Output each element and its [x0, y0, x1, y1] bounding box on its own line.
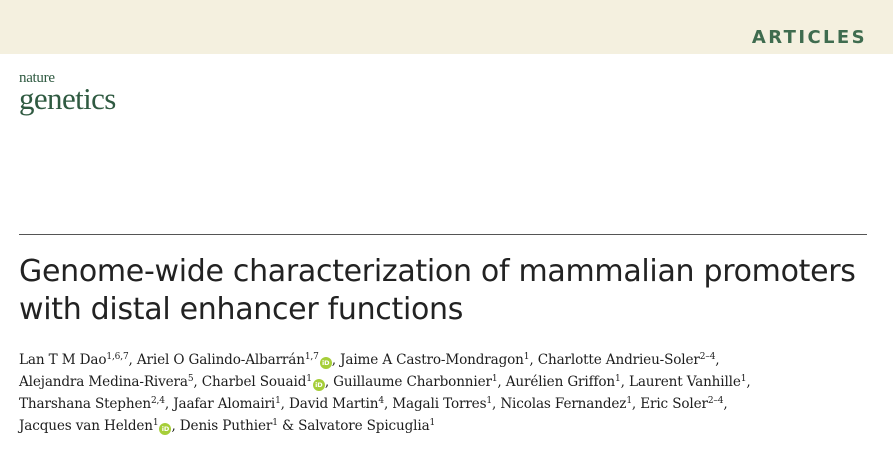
author-name: Denis Puthier [179, 418, 273, 434]
author-entry[interactable]: Charbel Souaid1iD, [201, 374, 334, 391]
author-name: Aurélien Griffon [505, 374, 616, 390]
author-name: David Martin [289, 396, 379, 412]
author-entry[interactable]: Lan T M Dao1,6,7, [19, 352, 137, 368]
author-name: Laurent Vanhille [628, 374, 741, 390]
author-entry[interactable]: Salvatore Spicuglia1 [298, 418, 435, 434]
author-affiliation: 1 [429, 418, 436, 428]
author-list: Lan T M Dao1,6,7, Ariel O Galindo-Albarr… [19, 349, 887, 437]
author-affiliation: 1 [491, 374, 498, 384]
author-separator: , [383, 396, 393, 412]
author-affiliation: 2–4 [707, 396, 724, 406]
author-separator: , [491, 396, 501, 412]
author-affiliation: 1 [615, 374, 621, 384]
author-separator: , [723, 396, 728, 412]
author-name: Eric Soler [640, 396, 708, 412]
author-name: Jacques van Helden [19, 418, 153, 434]
author-separator: , [171, 418, 180, 434]
author-separator: , [164, 396, 174, 412]
author-separator: , [715, 352, 720, 368]
author-affiliation: 1 [740, 374, 747, 384]
author-affiliation: 4 [378, 396, 384, 406]
author-separator: , [529, 352, 538, 368]
author-entry[interactable]: Guillaume Charbonnier1, [333, 374, 506, 390]
author-entry[interactable]: Laurent Vanhille1, [629, 374, 751, 390]
author-affiliation: 1 [275, 396, 281, 406]
author-separator: , [280, 396, 290, 412]
author-name: Salvatore Spicuglia [298, 418, 430, 434]
author-separator: , [497, 374, 506, 390]
author-entry[interactable]: Ariel O Galindo-Albarrán1,7iD, [136, 352, 341, 369]
author-entry[interactable]: Eric Soler2–4, [640, 396, 727, 412]
author-affiliation: 2,4 [150, 396, 165, 406]
author-separator: & [277, 418, 299, 434]
author-separator: , [620, 374, 629, 390]
author-affiliation: 1 [272, 418, 278, 428]
article-title-line-1: Genome-wide characterization of mammalia… [19, 254, 856, 289]
section-label: ARTICLES [751, 27, 867, 48]
author-name: Jaafar Alomairi [173, 396, 276, 412]
author-entry[interactable]: Magali Torres1, [392, 396, 500, 412]
author-separator: , [631, 396, 641, 412]
orcid-icon[interactable]: iD [319, 357, 332, 369]
author-separator: , [128, 352, 137, 368]
author-separator: , [746, 374, 751, 390]
author-name: Ariel O Galindo-Albarrán [136, 352, 305, 368]
journal-logo[interactable]: nature genetics [19, 70, 116, 116]
author-affiliation: 1,7 [304, 352, 319, 362]
author-entry[interactable]: Alejandra Medina-Rivera5, [19, 374, 202, 390]
author-name: Nicolas Fernandez [500, 396, 627, 412]
author-entry[interactable]: Tharshana Stephen2,4, [19, 396, 173, 412]
author-affiliation: 2–4 [699, 352, 716, 362]
author-affiliation: 1 [152, 418, 159, 428]
logo-word-genetics: genetics [19, 81, 116, 116]
author-entry[interactable]: Jaafar Alomairi1, [173, 396, 289, 412]
author-affiliation: 1 [486, 396, 492, 406]
author-name: Jaime A Castro-Mondragon [340, 352, 524, 368]
title-divider [19, 234, 867, 235]
author-affiliation: 1,6,7 [106, 352, 129, 362]
author-entry[interactable]: Nicolas Fernandez1, [500, 396, 640, 412]
author-affiliation: 1 [306, 374, 312, 384]
article-title-line-2: with distal enhancer functions [19, 292, 464, 327]
author-entry[interactable]: Denis Puthier1 & [180, 418, 298, 434]
article-title: Genome-wide characterization of mammalia… [19, 253, 879, 329]
author-name: Guillaume Charbonnier [333, 374, 492, 390]
author-entry[interactable]: Jaime A Castro-Mondragon1, [340, 352, 538, 368]
author-name: Charlotte Andrieu-Soler [537, 352, 700, 368]
orcid-icon[interactable]: iD [159, 423, 172, 435]
logo-word-nature: nature [19, 70, 55, 86]
author-entry[interactable]: Charlotte Andrieu-Soler2–4, [538, 352, 720, 368]
author-separator: , [331, 352, 341, 368]
author-affiliation: 1 [626, 396, 632, 406]
author-name: Alejandra Medina-Rivera [19, 374, 188, 390]
author-separator: , [193, 374, 202, 390]
author-entry[interactable]: David Martin4, [289, 396, 392, 412]
author-entry[interactable]: Jacques van Helden1iD, [19, 418, 180, 435]
author-entry[interactable]: Aurélien Griffon1, [506, 374, 629, 390]
author-separator: , [324, 374, 334, 390]
author-name: Lan T M Dao [19, 352, 107, 368]
orcid-icon[interactable]: iD [312, 379, 325, 391]
author-affiliation: 5 [187, 374, 194, 384]
top-banner: ARTICLES [0, 0, 893, 54]
author-name: Magali Torres [392, 396, 487, 412]
author-name: Tharshana Stephen [19, 396, 151, 412]
author-name: Charbel Souaid [201, 374, 307, 390]
author-affiliation: 1 [523, 352, 530, 362]
